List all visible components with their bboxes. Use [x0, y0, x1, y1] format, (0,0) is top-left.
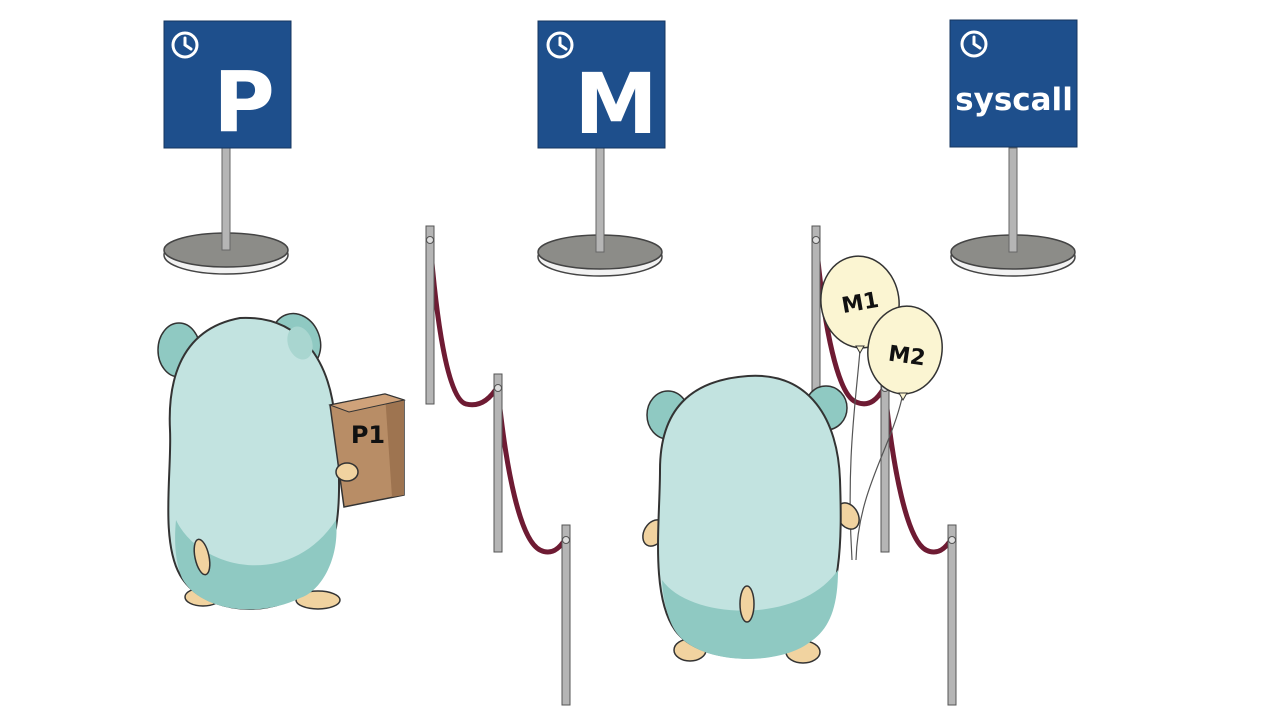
sign-syscall-pole [1009, 148, 1017, 252]
box-p1-label: P1 [351, 421, 385, 449]
barrier-post [494, 374, 502, 552]
barrier-post [948, 525, 956, 705]
sign-p-pole [222, 148, 230, 250]
sign-m-label: M [574, 55, 658, 153]
queue-barrier-left [426, 226, 570, 705]
sign-m: M [538, 21, 665, 276]
barrier-post [426, 226, 434, 404]
box-p1: P1 [330, 394, 404, 507]
velvet-rope [430, 240, 498, 405]
sign-m-pole [596, 148, 604, 252]
sign-syscall-label: syscall [955, 82, 1073, 118]
balloon-m2-label: M2 [887, 342, 927, 372]
gopher-left: P1 [158, 307, 404, 610]
velvet-rope [885, 390, 952, 552]
gopher-tail [740, 586, 754, 622]
velvet-rope [498, 390, 566, 552]
barrier-post [881, 374, 889, 552]
gopher-hand [336, 463, 358, 481]
sign-syscall: syscall [950, 20, 1077, 276]
barrier-post [812, 226, 820, 404]
sign-p-label: P [213, 53, 275, 151]
sign-p: P [164, 21, 291, 274]
gopher-right [638, 376, 863, 663]
barrier-post [562, 525, 570, 705]
